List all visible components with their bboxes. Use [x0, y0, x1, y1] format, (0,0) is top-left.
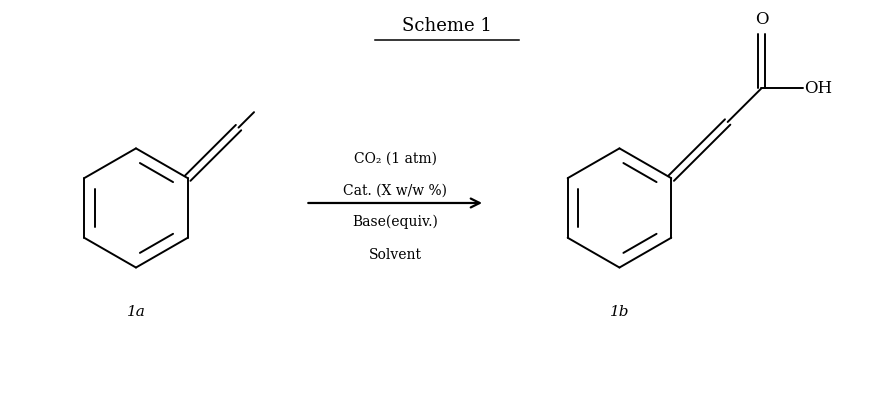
Text: Base(equiv.): Base(equiv.) [352, 215, 438, 229]
Text: 1b: 1b [610, 305, 629, 319]
Text: O: O [755, 11, 768, 28]
Text: Solvent: Solvent [368, 248, 422, 262]
Text: 1a: 1a [127, 305, 146, 319]
Text: CO₂ (1 atm): CO₂ (1 atm) [354, 151, 436, 165]
Text: Cat. (X w/w %): Cat. (X w/w %) [343, 184, 447, 198]
Text: Scheme 1: Scheme 1 [402, 17, 492, 35]
Text: OH: OH [805, 80, 832, 97]
